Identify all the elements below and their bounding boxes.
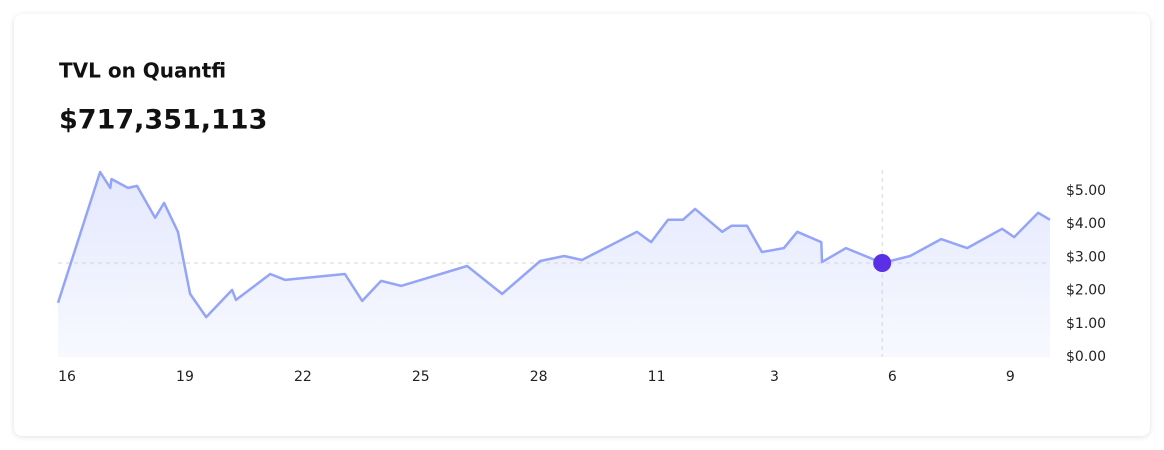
y-tick-label: $1.00 [1066, 316, 1106, 332]
x-tick-label: 11 [648, 369, 666, 385]
x-tick-label: 25 [412, 369, 430, 385]
y-tick-label: $3.00 [1066, 249, 1106, 265]
x-tick-label: 16 [58, 369, 76, 385]
headline-value: $717,351,113 [59, 105, 267, 136]
y-tick-label: $4.00 [1066, 216, 1106, 232]
x-tick-label: 28 [530, 369, 548, 385]
area [58, 172, 1050, 357]
y-tick-label: $0.00 [1066, 349, 1106, 365]
y-tick-label: $5.00 [1066, 183, 1106, 199]
line [56, 170, 1051, 319]
y-tick-label: $2.00 [1066, 283, 1106, 299]
chart-title: TVL on Quantfi [59, 59, 226, 83]
x-tick-label: 9 [1006, 369, 1015, 385]
card [14, 14, 1150, 436]
x-tick-label: 3 [770, 369, 779, 385]
x-tick-label: 6 [888, 369, 897, 385]
x-tick-label: 19 [176, 369, 194, 385]
x-tick-label: 22 [294, 369, 312, 385]
highlight-point [873, 254, 892, 273]
